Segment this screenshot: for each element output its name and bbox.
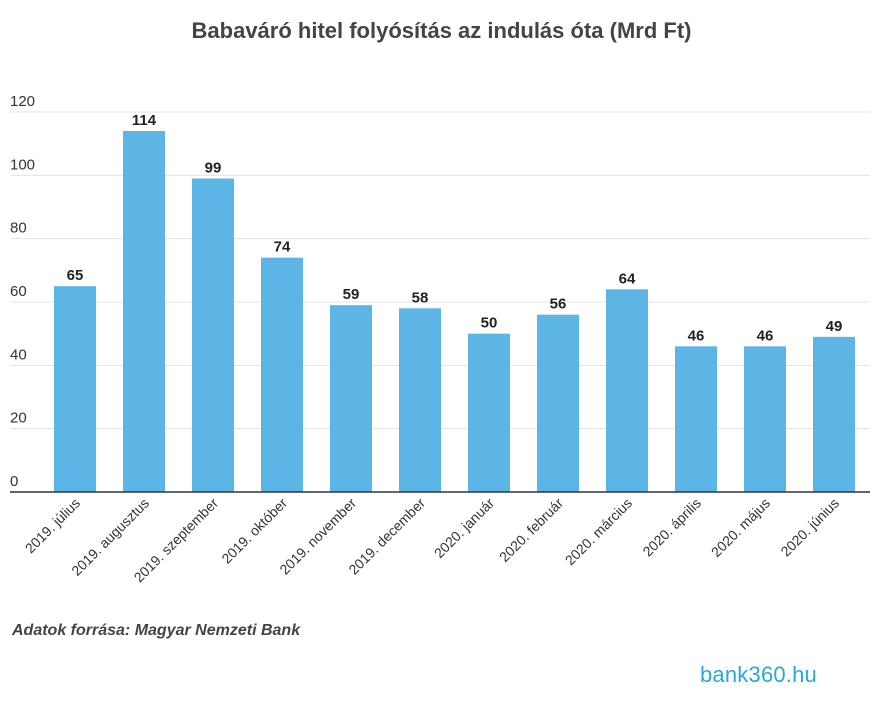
y-axis-ticks: 0 20 40 60 80 100 120 xyxy=(10,93,35,490)
x-tick-label: 2019. október xyxy=(218,495,290,567)
y-tick-label: 100 xyxy=(10,156,35,173)
x-tick-label: 2020. április xyxy=(639,495,704,560)
data-label: 46 xyxy=(757,327,774,344)
bar xyxy=(468,333,510,492)
data-label: 99 xyxy=(205,160,222,177)
source-note: Adatok forrása: Magyar Nemzeti Bank xyxy=(12,622,301,639)
bar xyxy=(813,336,855,492)
x-tick-label: 2019. július xyxy=(22,495,83,556)
bar xyxy=(192,178,234,492)
data-label: 64 xyxy=(619,270,636,287)
bar xyxy=(399,308,441,492)
data-label: 74 xyxy=(274,239,291,256)
bar xyxy=(123,131,165,492)
y-tick-label: 40 xyxy=(10,346,27,363)
bar xyxy=(261,257,303,492)
x-tick-label: 2020. február xyxy=(496,495,566,565)
y-tick-label: 80 xyxy=(10,220,27,237)
bar xyxy=(606,289,648,492)
y-tick-label: 20 xyxy=(10,410,27,427)
data-label: 58 xyxy=(412,289,429,306)
data-label: 50 xyxy=(481,315,498,332)
data-labels: 65 114 99 74 59 58 50 56 64 46 46 49 xyxy=(67,112,843,344)
y-tick-label: 60 xyxy=(10,283,27,300)
data-label: 46 xyxy=(688,327,705,344)
data-label: 114 xyxy=(132,112,157,129)
bar xyxy=(675,346,717,492)
bars xyxy=(54,131,855,492)
bar xyxy=(330,305,372,492)
bar xyxy=(537,314,579,492)
x-tick-label: 2020. június xyxy=(777,495,842,560)
bar xyxy=(744,346,786,492)
bar xyxy=(54,286,96,492)
data-label: 65 xyxy=(67,267,84,284)
data-label: 59 xyxy=(343,286,360,303)
chart-title: Babaváró hitel folyósítás az indulás óta… xyxy=(191,18,692,43)
y-tick-label: 0 xyxy=(10,473,18,490)
brand-logo[interactable]: bank360.hu xyxy=(700,662,817,687)
data-label: 49 xyxy=(826,318,843,335)
data-label: 56 xyxy=(550,296,567,313)
y-tick-label: 120 xyxy=(10,93,35,110)
x-tick-label: 2020. május xyxy=(708,495,773,560)
x-tick-label: 2020. március xyxy=(562,495,635,568)
x-tick-label: 2020. január xyxy=(431,495,498,562)
